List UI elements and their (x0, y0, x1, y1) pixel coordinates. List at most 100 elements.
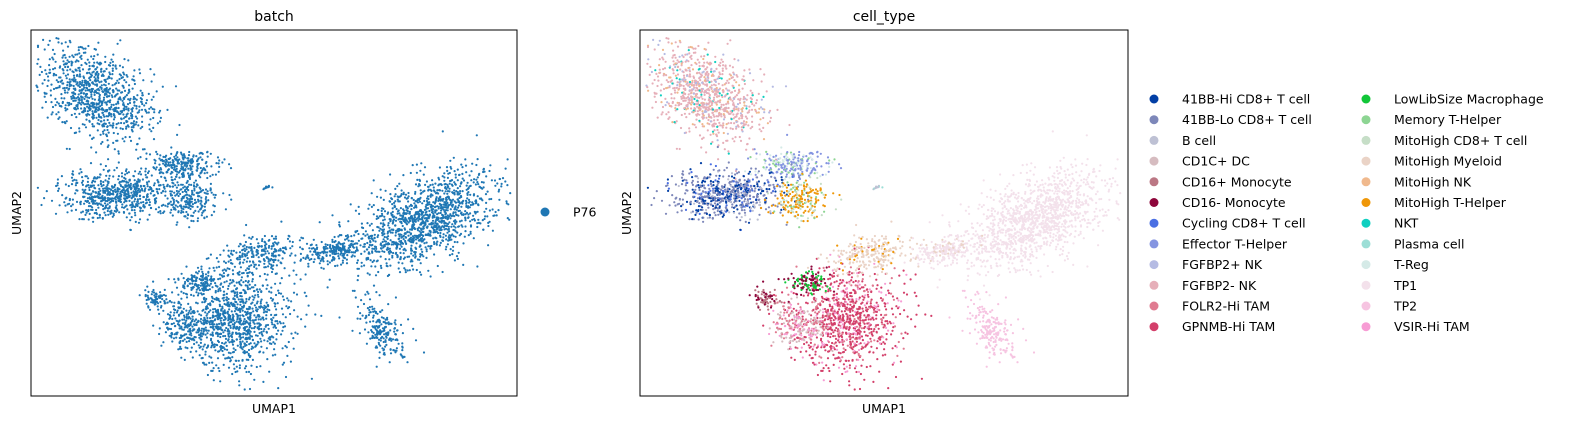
batch-point (386, 212, 389, 215)
batch-point (164, 179, 168, 182)
batch-point (189, 312, 192, 315)
batch-point (175, 319, 178, 322)
batch-point (191, 282, 194, 285)
batch-point (243, 342, 246, 345)
batch-point (440, 216, 443, 220)
batch-point (157, 206, 160, 209)
batch-point (299, 278, 302, 281)
batch-point (163, 299, 166, 303)
batch-point (472, 181, 475, 184)
batch-point (66, 65, 70, 68)
batch-point (189, 330, 192, 333)
batch-point (251, 339, 254, 342)
batch-point (96, 79, 99, 82)
batch-point (120, 121, 123, 125)
batch-point (374, 249, 377, 253)
batch-point (185, 317, 188, 320)
batch-point (116, 192, 119, 195)
batch-point (166, 321, 169, 324)
batch-point (103, 83, 106, 86)
batch-point (130, 114, 133, 117)
batch-point (206, 150, 209, 153)
batch-point (436, 223, 439, 226)
batch-point (247, 370, 251, 373)
batch-point (178, 341, 181, 344)
batch-point (455, 255, 459, 258)
batch-point (184, 203, 187, 206)
batch-point (115, 67, 118, 70)
batch-point (105, 67, 108, 70)
batch-point (82, 83, 86, 87)
batch-point (198, 174, 201, 177)
batch-point (177, 277, 180, 280)
batch-point (290, 300, 293, 303)
batch-point (225, 303, 228, 306)
batch-point (106, 128, 109, 132)
batch-point (199, 166, 202, 170)
batch-point (469, 193, 472, 196)
batch-point (320, 266, 323, 269)
batch-point (63, 201, 66, 204)
batch-point (260, 345, 263, 348)
batch-point (283, 267, 286, 270)
batch-point (78, 85, 81, 89)
batch-point (154, 292, 157, 295)
batch-point (467, 234, 470, 237)
batch-point (509, 192, 512, 195)
batch-point (259, 300, 262, 303)
batch-point (467, 216, 470, 219)
batch-point (400, 245, 403, 248)
batch-point (166, 205, 169, 208)
batch-point (370, 192, 373, 195)
batch-point (443, 210, 446, 213)
batch-point (435, 243, 438, 246)
batch-point (228, 163, 231, 166)
batch-point (102, 96, 106, 99)
batch-point (144, 289, 147, 292)
batch-point (109, 61, 112, 64)
batch-point (231, 253, 234, 256)
batch-point (254, 334, 258, 337)
batch-point (246, 272, 249, 275)
batch-point (383, 250, 386, 253)
batch-point (148, 128, 151, 131)
batch-point (136, 117, 139, 120)
batch-point (196, 302, 199, 305)
batch-point (86, 105, 89, 108)
batch-point (238, 326, 241, 329)
batch-point (152, 280, 155, 283)
batch-point (461, 166, 464, 169)
batch-point (212, 193, 215, 196)
batch-point (235, 251, 238, 254)
batch-point (459, 190, 462, 193)
batch-point (61, 56, 64, 59)
batch-point (354, 242, 358, 245)
batch-point (175, 286, 179, 289)
batch-point (134, 186, 137, 189)
batch-point (379, 196, 382, 199)
batch-point (74, 80, 77, 83)
batch-point (97, 118, 100, 122)
batch-point (153, 303, 156, 306)
batch-point (209, 175, 212, 178)
batch-point (224, 317, 227, 320)
batch-point (262, 258, 265, 261)
batch-point (63, 89, 66, 92)
batch-point (78, 80, 82, 84)
batch-point (461, 177, 464, 180)
batch-point (190, 197, 194, 200)
batch-point (93, 61, 96, 64)
batch-point (197, 270, 201, 273)
batch-point (180, 153, 183, 156)
batch-point (267, 327, 270, 330)
batch-point (180, 347, 183, 350)
batch-point (446, 195, 449, 199)
batch-point (226, 287, 230, 290)
batch-point (477, 218, 480, 221)
batch-point (334, 240, 337, 243)
batch-point (132, 185, 135, 188)
batch-point (248, 287, 252, 290)
batch-point (66, 84, 69, 87)
batch-point (224, 312, 227, 315)
batch-point (125, 113, 128, 116)
